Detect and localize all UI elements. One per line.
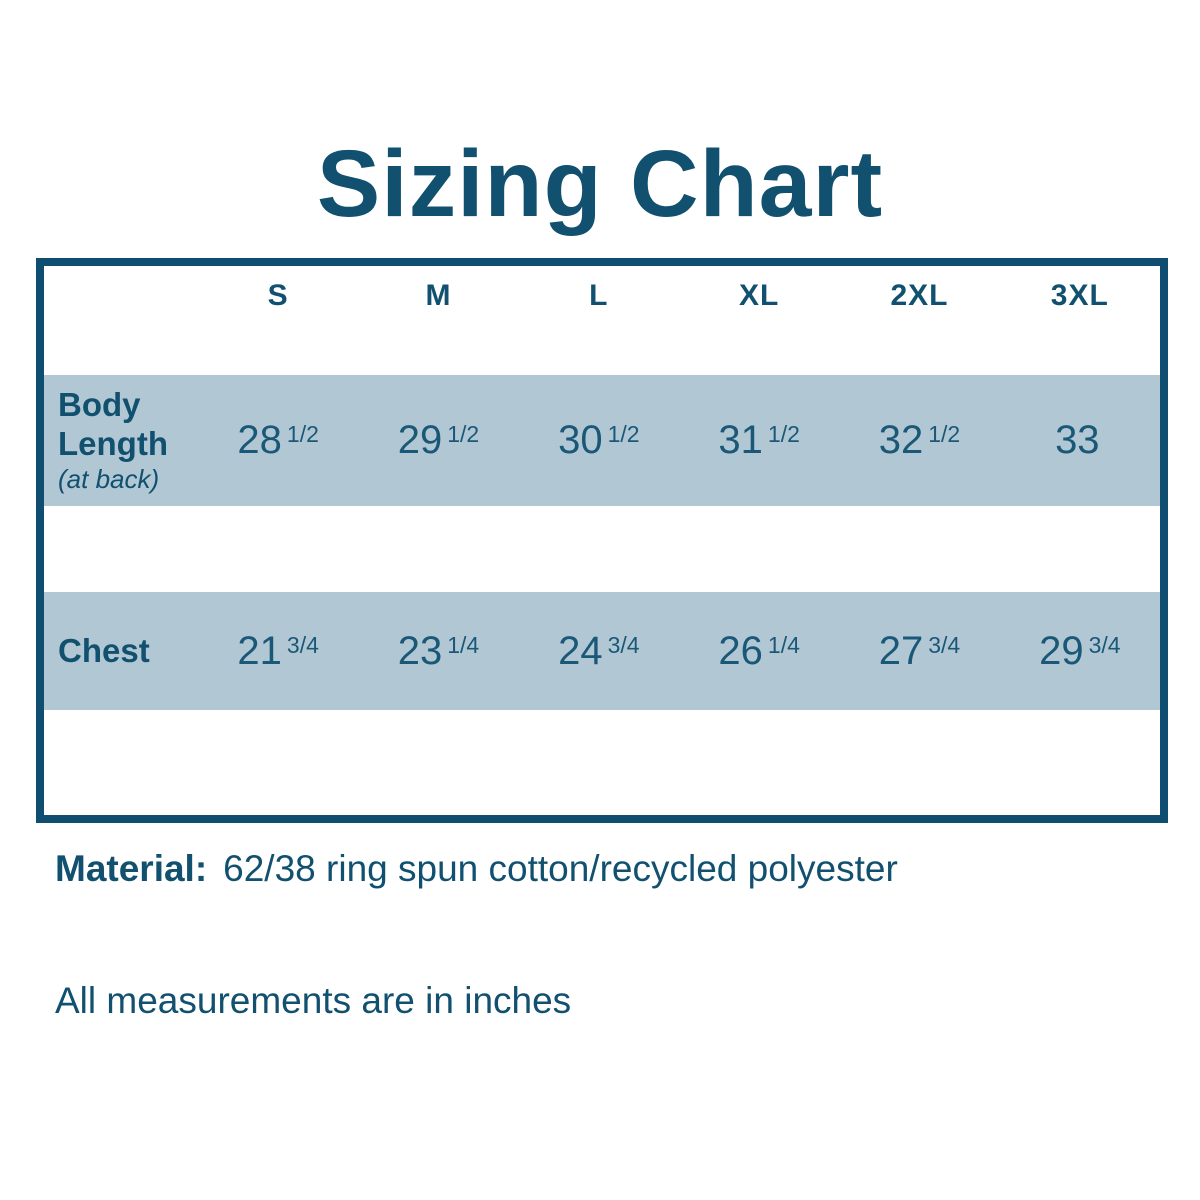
page-title: Sizing Chart	[316, 131, 884, 237]
value-fraction: 1/2	[928, 421, 961, 447]
value-whole: 28	[237, 418, 282, 462]
value-whole: 31	[718, 418, 763, 462]
body-length-value-3xl: 33	[1000, 418, 1160, 463]
value-whole: 27	[878, 628, 924, 673]
value-fraction: 1/4	[447, 631, 480, 658]
chest-row: Chest 21 3/4 23 1/4 24 3/4 26 1/4 27 3/4 29 3/…	[44, 592, 1160, 710]
chest-value-m: 23 1/4	[358, 629, 518, 674]
size-column-header-2xl: 2XL	[890, 279, 949, 312]
chest-row-label: Chest	[44, 632, 198, 671]
row-label-text: Chest	[58, 631, 150, 669]
size-column-header-3xl: 3XL	[1050, 279, 1109, 312]
body-length-value-s: 28 1/2	[198, 418, 358, 463]
body-length-row-label: Body Length (at back)	[44, 386, 198, 495]
material-value: 62/38 ring spun cotton/recycled polyeste…	[223, 848, 898, 889]
material-label: Material:	[55, 848, 208, 889]
chest-value-s: 21 3/4	[198, 629, 358, 674]
value-fraction: 3/4	[1088, 631, 1121, 658]
size-column-header-xl: XL	[738, 279, 780, 312]
value-whole: 24	[558, 628, 603, 673]
chest-value-3xl: 29 3/4	[1000, 629, 1160, 674]
value-fraction: 3/4	[607, 631, 640, 658]
row-sublabel-text: (at back)	[58, 463, 160, 494]
size-header-row: S M L XL 2XL 3XL	[44, 266, 1160, 375]
chest-value-xl: 26 1/4	[679, 629, 839, 674]
measurements-note: All measurements are in inches	[55, 980, 572, 1021]
size-column-header-m: M	[425, 279, 452, 312]
value-whole: 33	[1055, 418, 1100, 462]
value-whole: 32	[878, 418, 924, 462]
material-line: Material: 62/38 ring spun cotton/recycled…	[55, 848, 898, 890]
value-fraction: 3/4	[928, 631, 961, 658]
body-length-value-l: 30 1/2	[519, 418, 679, 463]
chest-value-l: 24 3/4	[519, 629, 679, 674]
value-whole: 23	[397, 628, 443, 673]
chest-value-2xl: 27 3/4	[839, 629, 999, 674]
size-column-header-l: L	[589, 279, 609, 312]
row-label-text: Body Length	[58, 385, 168, 462]
value-fraction: 3/4	[286, 631, 319, 658]
body-length-value-m: 29 1/2	[358, 418, 518, 463]
sizing-table: S M L XL 2XL 3XL Body Length (at back) 2…	[36, 258, 1168, 823]
value-fraction: 1/2	[607, 421, 640, 447]
value-fraction: 1/2	[447, 421, 480, 447]
body-length-row: Body Length (at back) 28 1/2 29 1/2 30 1/2 …	[44, 375, 1160, 506]
body-length-value-xl: 31 1/2	[679, 418, 839, 463]
value-whole: 30	[558, 418, 603, 462]
value-whole: 29	[1039, 628, 1084, 673]
value-fraction: 1/2	[767, 421, 800, 447]
body-length-value-2xl: 32 1/2	[839, 418, 999, 463]
value-whole: 29	[397, 418, 443, 462]
value-fraction: 1/4	[767, 631, 800, 658]
value-whole: 26	[718, 628, 763, 673]
value-fraction: 1/2	[286, 421, 319, 447]
spacer-row	[44, 506, 1160, 592]
value-whole: 21	[237, 628, 282, 673]
size-column-header-s: S	[267, 279, 289, 312]
